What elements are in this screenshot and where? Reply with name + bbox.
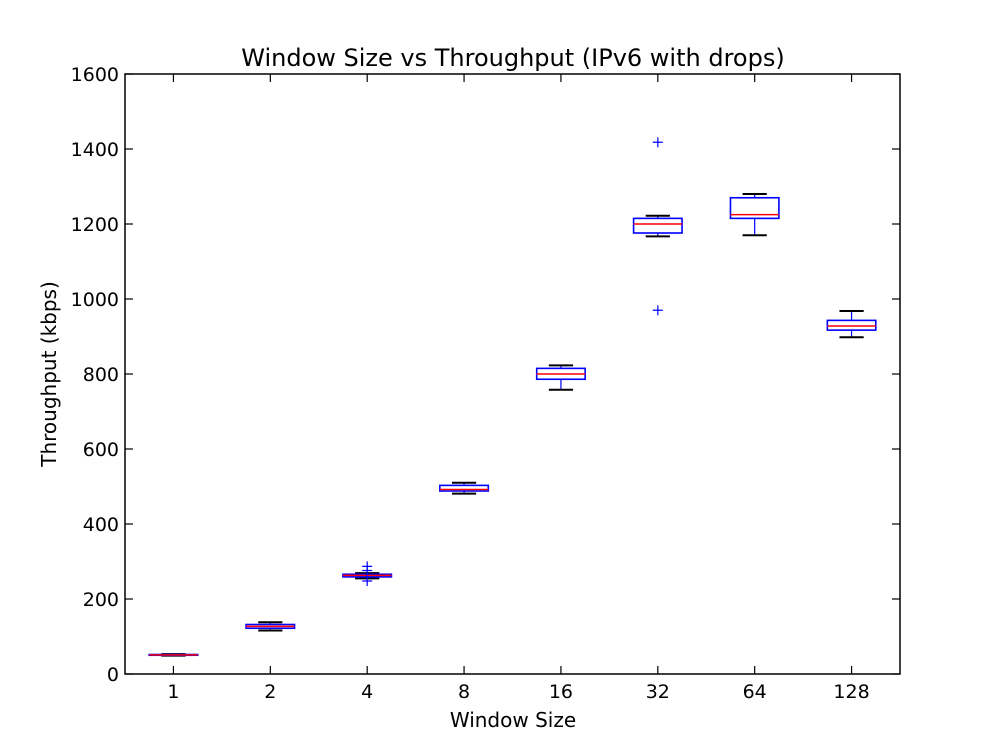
box-group [729,193,780,237]
x-tick-label: 4 [361,681,373,703]
y-tick-label: 0 [107,664,119,686]
x-tick-label: 32 [646,681,670,703]
plot-frame [124,73,901,675]
box-group [439,481,490,495]
y-tick-label: 600 [83,439,119,461]
y-tick-label: 200 [83,589,119,611]
outlier-point [652,305,663,316]
y-tick-label: 800 [83,364,119,386]
chart-title: Window Size vs Throughput (IPv6 with dro… [241,44,784,72]
y-tick-label: 400 [83,514,119,536]
box-group [826,310,877,339]
outlier-point [362,565,373,576]
box-group [342,561,393,586]
y-tick-label: 1000 [71,289,119,311]
x-tick-label: 2 [264,681,276,703]
box [439,484,490,492]
x-axis: 1 2 4 8 16 32 64 128 [167,74,870,703]
box-group [632,137,683,316]
y-tick-label: 1200 [71,214,119,236]
outlier-point [652,137,663,148]
box-group [535,364,586,391]
y-axis-title: Throughput (kbps) [37,281,61,468]
box [632,217,683,234]
x-tick-label: 1 [167,681,179,703]
outlier-point [362,576,373,586]
box [729,196,780,220]
x-axis-title: Window Size [450,708,576,732]
box-group [245,621,296,632]
x-tick-label: 16 [549,681,573,703]
y-tick-label: 1600 [71,64,119,86]
y-tick-label: 1400 [71,139,119,161]
plot-content [148,137,877,657]
x-tick-label: 64 [743,681,767,703]
y-axis: 0 200 400 600 800 1000 1200 1400 1600 [71,64,900,686]
box-group [148,653,199,657]
x-tick-label: 8 [458,681,470,703]
x-tick-label: 128 [833,681,869,703]
